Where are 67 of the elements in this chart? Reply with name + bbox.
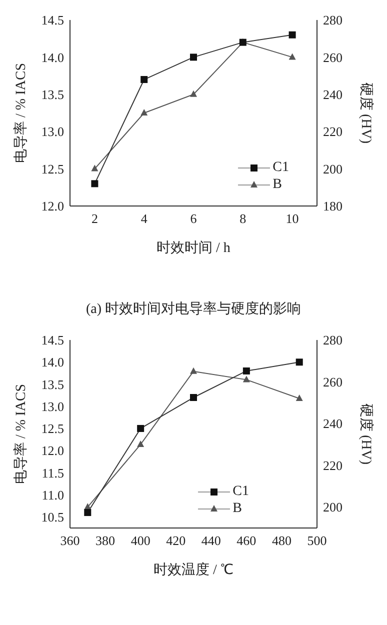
x-tick-label: 460 [236,533,256,548]
point [190,90,197,97]
legend-label: C1 [272,160,289,176]
y-axis-title: 电导率 / % IACS [12,384,29,484]
y-tick-label: 14.0 [41,354,64,370]
y-tick-label: 13.0 [41,398,64,414]
y-tick-label: 14.5 [41,12,64,28]
y-tick-label: 10.5 [41,510,64,525]
y-axis-title: 电导率 / % IACS [12,63,29,163]
legend-label: B [232,500,242,516]
y2-tick-label: 240 [323,416,342,432]
point [140,109,148,116]
y-tick-label: 13.5 [41,376,64,392]
y2-tick-label: 180 [323,198,342,214]
x-tick-label: 8 [240,211,246,226]
x-tick-label: 500 [307,533,327,548]
y-tick-label: 14.0 [41,50,64,65]
x-axis-title: 时效温度 / ℃ [154,562,234,578]
text: (a) 时效时间对电导率与硬度的影响 [84,300,302,318]
point [91,180,98,188]
y-tick-label: 13.5 [41,87,64,102]
y-tick-label: 14.5 [41,332,64,348]
x-tick-label: 380 [96,533,116,548]
y-tick-label: 11.5 [42,465,64,480]
x-tick-label: 6 [190,211,198,226]
point [190,54,197,61]
x-tick-label: 2 [91,211,98,226]
x-tick-label: 360 [60,533,80,548]
x-tick-label: 480 [272,533,292,548]
y-tick-label: 11.0 [42,487,64,502]
point [242,367,250,374]
point [91,164,98,172]
y-tick-label: 12.5 [41,421,64,436]
point [140,76,148,84]
point [296,394,303,401]
point [190,394,197,402]
point [288,53,296,60]
y-tick-label: 12.5 [41,161,64,176]
x-tick-label: 4 [140,211,148,226]
point [288,31,296,38]
legend-label: C1 [232,484,249,500]
x-tick-label: 440 [201,533,221,548]
point [137,424,144,432]
point [296,358,303,366]
y2-tick-label: 220 [323,458,342,473]
y2-axis-title: 硬度 (HV) [358,403,374,465]
point [137,440,144,447]
x-axis-title: 时效时间 / h [156,240,230,256]
legend-label: B [272,176,282,192]
x-tick-label: 420 [166,533,186,548]
y2-tick-label: 280 [323,12,342,28]
point [84,509,92,516]
x-tick-label: 10 [286,211,299,226]
point [190,367,197,374]
point [242,376,250,382]
y2-tick-label: 200 [323,161,342,176]
y2-tick-label: 260 [323,50,342,65]
y2-tick-label: 260 [323,374,342,390]
y2-tick-label: 200 [323,500,342,515]
y2-tick-label: 240 [323,87,342,102]
x-tick-label: 400 [130,533,150,548]
y-tick-label: 12.0 [41,443,64,458]
y2-tick-label: 280 [323,332,342,348]
y-tick-label: 13.0 [41,124,64,140]
y-tick-label: 12.0 [41,198,64,214]
y2-tick-label: 220 [323,124,342,140]
y2-axis-title: 硬度 (HV) [358,82,374,144]
